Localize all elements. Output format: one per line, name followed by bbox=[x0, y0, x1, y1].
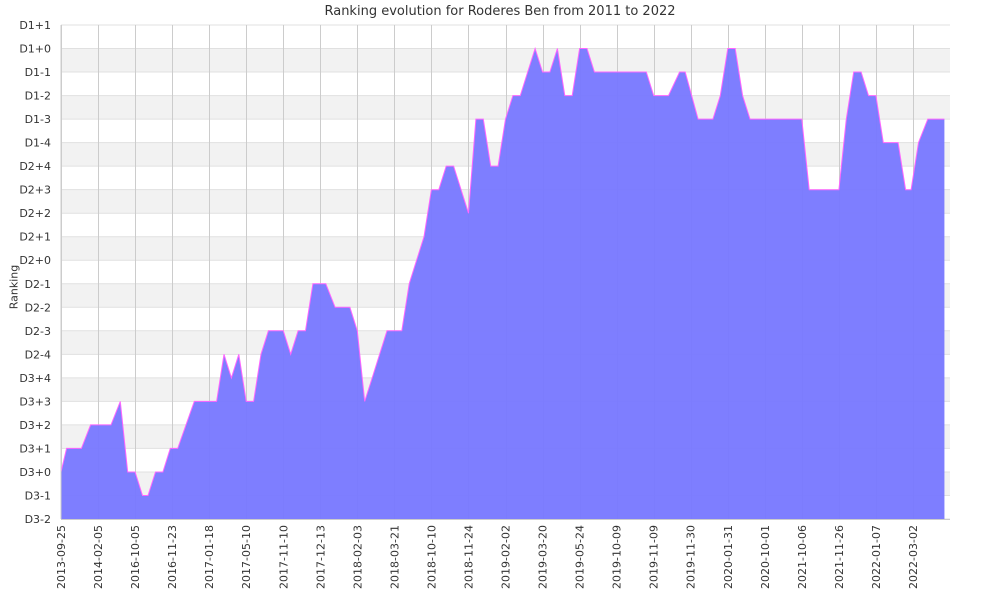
x-tick-label: 2022-01-07 bbox=[870, 525, 883, 589]
chart-title: Ranking evolution for Roderes Ben from 2… bbox=[324, 4, 676, 19]
series-line bbox=[60, 46, 945, 496]
x-tick-label: 2017-11-10 bbox=[277, 525, 290, 589]
x-tick-label: 2016-10-05 bbox=[129, 525, 142, 589]
y-tick-label: D2-1 bbox=[25, 278, 51, 291]
x-tick-label: 2021-11-26 bbox=[833, 525, 846, 589]
axes bbox=[60, 25, 950, 520]
y-tick-label: D1+1 bbox=[19, 19, 51, 32]
x-tick-label: 2019-02-02 bbox=[500, 525, 513, 589]
x-tick-label: 2014-02-05 bbox=[92, 525, 105, 589]
x-tick-label: 2019-11-30 bbox=[685, 525, 698, 589]
y-tick-label: D3-2 bbox=[25, 513, 51, 526]
y-tick-label: D1-3 bbox=[25, 113, 51, 126]
y-tick-label: D2+3 bbox=[19, 184, 51, 197]
y-tick-label: D2-2 bbox=[25, 301, 51, 314]
y-tick-label: D2+2 bbox=[19, 207, 51, 220]
y-tick-label: D3+2 bbox=[19, 419, 51, 432]
x-tick-label: 2018-03-21 bbox=[388, 525, 401, 589]
y-tick-label: D1-4 bbox=[25, 137, 51, 150]
x-tick-label: 2022-03-02 bbox=[907, 525, 920, 589]
y-tick-label: D3+3 bbox=[19, 395, 51, 408]
x-tick-label: 2018-02-03 bbox=[351, 525, 364, 589]
series-area bbox=[61, 48, 945, 519]
y-tick-label: D3+0 bbox=[19, 466, 51, 479]
x-tick-label: 2019-10-09 bbox=[611, 525, 624, 589]
x-tick-label: 2018-10-10 bbox=[425, 525, 438, 589]
x-tick-labels: 2013-09-25 2014-02-05 2016-10-05 2016-11-23… bbox=[55, 525, 920, 589]
x-tick-label: 2017-12-13 bbox=[314, 525, 327, 589]
row-band bbox=[61, 48, 950, 73]
y-tick-labels: D3-2 D3-1 D3+0 D3+1 D3+2 D3+3 D3+4 D2-4 D2-3 D2-2… bbox=[19, 19, 51, 526]
y-tick-label: D2+4 bbox=[19, 160, 51, 173]
area-layer bbox=[60, 46, 945, 519]
x-tick-label: 2018-11-24 bbox=[462, 525, 475, 589]
y-tick-label: D2-3 bbox=[25, 325, 51, 338]
x-tick-label: 2019-11-09 bbox=[648, 525, 661, 589]
x-tick-label: 2017-01-18 bbox=[203, 525, 216, 589]
y-tick-label: D3-1 bbox=[25, 489, 51, 502]
x-tick-label: 2017-05-10 bbox=[240, 525, 253, 589]
y-tick-label: D3+1 bbox=[19, 442, 51, 455]
y-tick-label: D2-4 bbox=[25, 348, 51, 361]
x-tick-label: 2013-09-25 bbox=[55, 525, 68, 589]
y-tick-label: D1-1 bbox=[25, 66, 51, 79]
y-tick-label: D1-2 bbox=[25, 90, 51, 103]
y-tick-label: D1+0 bbox=[19, 43, 51, 56]
y-tick-label: D3+4 bbox=[19, 372, 51, 385]
x-tick-label: 2019-03-20 bbox=[537, 525, 550, 589]
y-tick-label: D2+1 bbox=[19, 231, 51, 244]
y-tick-label: D2+0 bbox=[19, 254, 51, 267]
x-tick-label: 2020-10-01 bbox=[759, 525, 772, 589]
x-tick-label: 2016-11-23 bbox=[166, 525, 179, 589]
x-tick-label: 2021-10-06 bbox=[796, 525, 809, 589]
x-tick-label: 2020-01-31 bbox=[722, 525, 735, 589]
x-tick-label: 2019-05-24 bbox=[574, 525, 587, 589]
row-band bbox=[61, 95, 950, 120]
